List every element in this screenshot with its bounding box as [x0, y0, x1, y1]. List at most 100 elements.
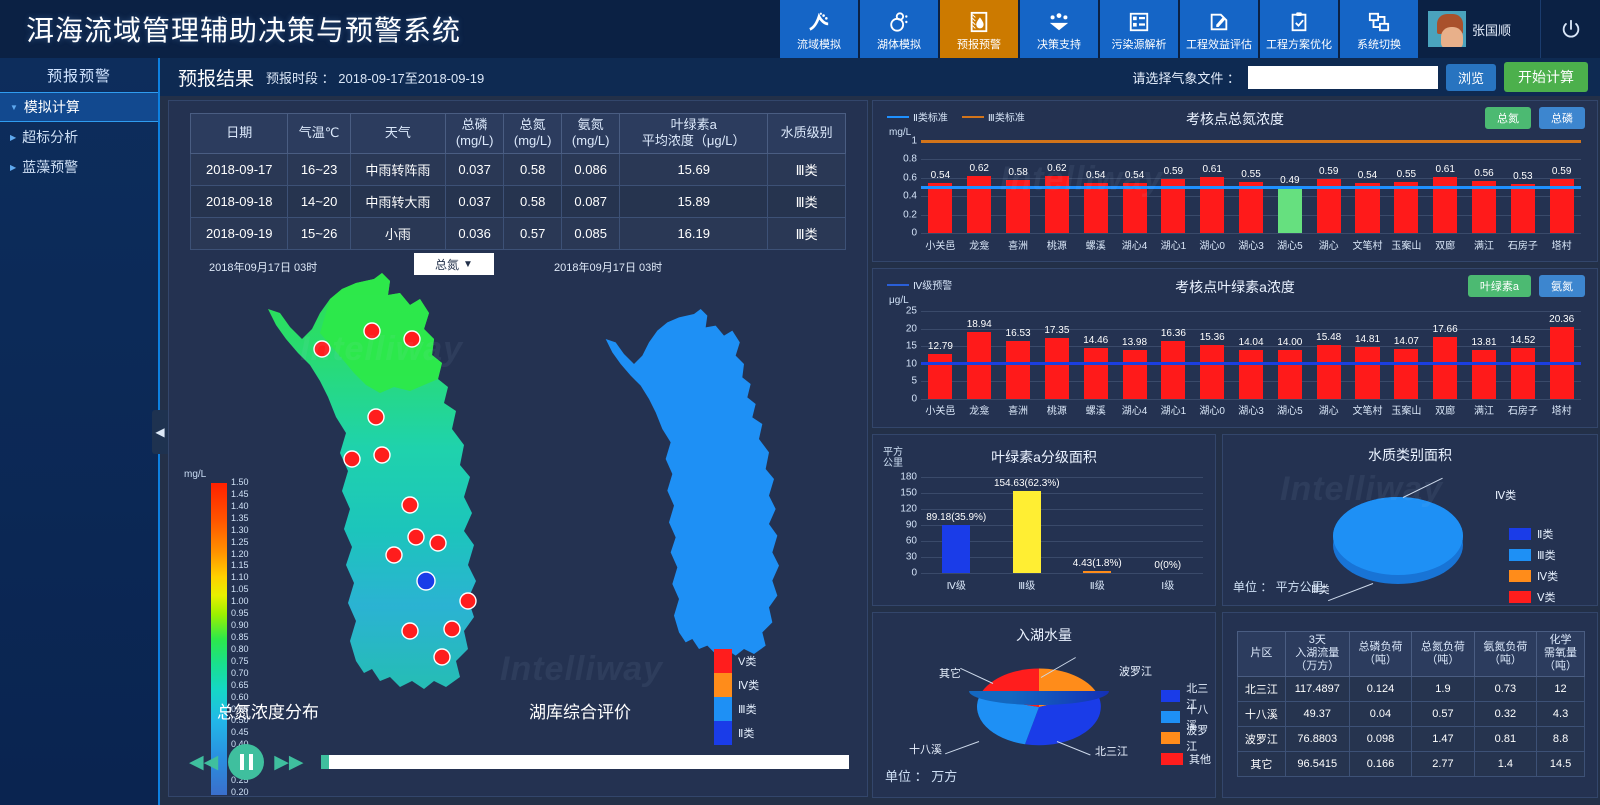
- power-button[interactable]: [1540, 0, 1600, 58]
- bar[interactable]: [1239, 349, 1264, 399]
- start-calculation-button[interactable]: 开始计算: [1504, 62, 1588, 92]
- nav-item-5[interactable]: 污染源解析: [1100, 0, 1178, 58]
- bar-column[interactable]: 16.36: [1154, 311, 1193, 399]
- nav-item-4[interactable]: 决策支持: [1020, 0, 1098, 58]
- bar[interactable]: [1012, 490, 1041, 573]
- total-nitrogen-distribution-map[interactable]: [224, 269, 584, 709]
- bar-column[interactable]: 0.53: [1503, 141, 1542, 233]
- bar[interactable]: [928, 353, 953, 399]
- chart-tab-总磷[interactable]: 总磷: [1539, 107, 1585, 129]
- bar[interactable]: [967, 332, 992, 399]
- bar[interactable]: [1433, 336, 1458, 399]
- bar-column[interactable]: 0.62: [960, 141, 999, 233]
- tn-bar-chart[interactable]: 0 0.2 0.4 0.6 0.8 1 0.54 0.62 0.58 0.62 0.54 0.54 0.…: [903, 136, 1581, 239]
- bar[interactable]: [1510, 184, 1535, 233]
- chl-bar-chart[interactable]: 0 5 10 15 20 25 12.79 18.94 16.53 17.35 14.46 13.98…: [906, 306, 1581, 405]
- sidebar-item-1[interactable]: ▼ 模拟计算: [0, 92, 158, 122]
- bar[interactable]: [1122, 349, 1147, 399]
- bar[interactable]: [1355, 183, 1380, 233]
- bar-column[interactable]: 13.98: [1115, 311, 1154, 399]
- bar-column[interactable]: 154.63(62.3%): [992, 477, 1063, 573]
- bar[interactable]: [1277, 187, 1302, 233]
- load-table-cell: 0.73: [1473, 675, 1538, 702]
- pause-button[interactable]: [228, 744, 265, 780]
- bar-column[interactable]: 0.56: [1465, 141, 1504, 233]
- bar-column[interactable]: 20.36: [1542, 311, 1581, 399]
- bar[interactable]: [942, 525, 971, 573]
- bar-column[interactable]: 15.48: [1309, 311, 1348, 399]
- chl-area-bar-chart[interactable]: 0 30 60 90 120 150 180 89.18(35.9%) 154.63(62.3%…: [900, 472, 1204, 579]
- nav-item-6[interactable]: 工程效益评估: [1180, 0, 1258, 58]
- nav-item-3[interactable]: 预报预警: [940, 0, 1018, 58]
- bar[interactable]: [967, 175, 992, 233]
- bar-column[interactable]: 0.54: [1076, 141, 1115, 233]
- rewind-icon[interactable]: ◀◀: [189, 751, 219, 773]
- bar-column[interactable]: 14.52: [1503, 311, 1542, 399]
- bar-column[interactable]: 18.94: [960, 311, 999, 399]
- bar-column[interactable]: 14.04: [1232, 311, 1271, 399]
- bar-column[interactable]: 14.00: [1270, 311, 1309, 399]
- bar[interactable]: [1083, 348, 1108, 399]
- sidebar-collapse-handle[interactable]: ◀: [152, 410, 168, 454]
- chart-tab-总氮[interactable]: 总氮: [1485, 107, 1531, 129]
- bar-column[interactable]: 17.66: [1426, 311, 1465, 399]
- y-axis-tick: 90: [905, 519, 917, 531]
- bar[interactable]: [1006, 179, 1031, 233]
- bar-column[interactable]: 17.35: [1037, 311, 1076, 399]
- weather-file-input[interactable]: [1247, 65, 1438, 89]
- bar[interactable]: [1394, 349, 1419, 399]
- bar[interactable]: [1471, 350, 1497, 399]
- bar[interactable]: [1394, 182, 1419, 233]
- bar[interactable]: [1083, 183, 1108, 233]
- sidebar-item-2[interactable]: ▶ 超标分析: [0, 122, 158, 152]
- bar[interactable]: [1239, 182, 1264, 233]
- bar-column[interactable]: 0.49: [1270, 141, 1309, 233]
- bar-column[interactable]: 89.18(35.9%): [921, 477, 992, 573]
- nav-item-7[interactable]: 工程方案优化: [1260, 0, 1338, 58]
- bar-column[interactable]: 0(0%): [1133, 477, 1204, 573]
- bar[interactable]: [1355, 346, 1380, 399]
- bar-column[interactable]: 4.43(1.8%): [1062, 477, 1133, 573]
- bar-column[interactable]: 0.55: [1387, 141, 1426, 233]
- nav-item-1[interactable]: 流域模拟: [780, 0, 858, 58]
- bar[interactable]: [1122, 183, 1147, 233]
- timeline-progress-bar[interactable]: [321, 755, 849, 769]
- bar[interactable]: [1200, 344, 1225, 399]
- nav-spacer: [461, 0, 780, 58]
- bar-column[interactable]: 13.81: [1465, 311, 1504, 399]
- bar-value-label: 16.36: [1160, 328, 1186, 340]
- indicator-select[interactable]: 总氮 ▼: [414, 253, 494, 275]
- forward-icon[interactable]: ▶▶: [274, 751, 304, 773]
- nav-item-2[interactable]: 湖体模拟: [860, 0, 938, 58]
- water-quality-legend: V类 Ⅳ类 Ⅲ类 Ⅱ类: [714, 649, 759, 745]
- bar-column[interactable]: 0.54: [1348, 141, 1387, 233]
- bar-column[interactable]: 14.81: [1348, 311, 1387, 399]
- chart-tab-氨氮[interactable]: 氨氮: [1539, 275, 1585, 297]
- bar[interactable]: [1083, 570, 1112, 573]
- bar-column[interactable]: 0.54: [1115, 141, 1154, 233]
- bar[interactable]: [1044, 337, 1069, 399]
- browse-button[interactable]: 浏览: [1445, 63, 1496, 91]
- bar-column[interactable]: 12.79: [921, 311, 960, 399]
- bar-column[interactable]: 15.36: [1193, 311, 1232, 399]
- bar-column[interactable]: 16.53: [999, 311, 1038, 399]
- bar-column[interactable]: 14.07: [1387, 311, 1426, 399]
- bar[interactable]: [1161, 341, 1186, 399]
- bar-column[interactable]: 0.55: [1232, 141, 1271, 233]
- bar[interactable]: [1316, 344, 1341, 399]
- bar-column[interactable]: 0.54: [921, 141, 960, 233]
- sidebar-item-3[interactable]: ▶ 蓝藻预警: [0, 152, 158, 182]
- bar-column[interactable]: 0.58: [999, 141, 1038, 233]
- nav-item-8[interactable]: 系统切换: [1340, 0, 1418, 58]
- bar[interactable]: [1044, 175, 1069, 233]
- bar-column[interactable]: 14.46: [1076, 311, 1115, 399]
- bar[interactable]: [1471, 181, 1497, 233]
- bar-column[interactable]: 0.62: [1037, 141, 1076, 233]
- bar[interactable]: [928, 183, 953, 233]
- chart-tab-叶绿素a[interactable]: 叶绿素a: [1467, 275, 1531, 297]
- bar[interactable]: [1510, 347, 1535, 399]
- bar[interactable]: [1277, 349, 1302, 399]
- bar[interactable]: [1006, 340, 1031, 399]
- lake-comprehensive-evaluation-map[interactable]: [569, 269, 869, 709]
- user-box[interactable]: 张国顺: [1420, 0, 1540, 58]
